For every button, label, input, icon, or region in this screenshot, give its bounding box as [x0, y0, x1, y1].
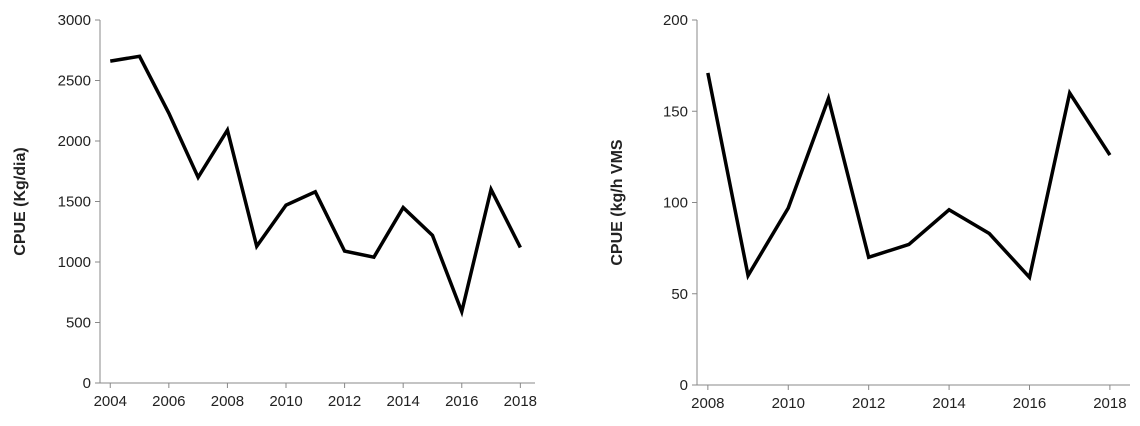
data-line [706, 72, 1112, 281]
x-tick-label: 2012 [852, 395, 885, 412]
y-tick-label: 100 [663, 195, 688, 212]
y-tick-label: 500 [66, 315, 91, 332]
y-tick-label: 0 [83, 375, 91, 392]
y-tick-label: 1500 [58, 194, 91, 211]
y-tick-label: 0 [680, 377, 688, 394]
y-tick-label: 3000 [58, 12, 91, 29]
y-tick-label: 50 [671, 286, 688, 303]
y-axis-label: CPUE (kg/h VMS [609, 139, 626, 266]
x-tick-label: 2012 [328, 393, 361, 410]
x-tick-label: 2008 [211, 393, 244, 410]
x-tick-label: 2016 [445, 393, 478, 410]
x-tick-label: 2014 [386, 393, 419, 410]
x-tick-label: 2010 [269, 393, 302, 410]
x-tick-label: 2014 [932, 395, 965, 412]
y-tick-label: 200 [663, 12, 688, 29]
x-tick-label: 2018 [1093, 395, 1126, 412]
x-tick-label: 2004 [94, 393, 127, 410]
x-tick-label: 2016 [1013, 395, 1046, 412]
x-tick-label: 2018 [504, 393, 537, 410]
data-line [109, 54, 522, 318]
y-tick-label: 2000 [58, 133, 91, 150]
y-tick-label: 2500 [58, 73, 91, 90]
x-tick-label: 2010 [772, 395, 805, 412]
y-axis-label: CPUE (Kg/dia) [12, 147, 29, 255]
y-tick-label: 150 [663, 103, 688, 120]
x-tick-label: 2008 [691, 395, 724, 412]
x-tick-label: 2006 [152, 393, 185, 410]
y-tick-label: 1000 [58, 254, 91, 271]
